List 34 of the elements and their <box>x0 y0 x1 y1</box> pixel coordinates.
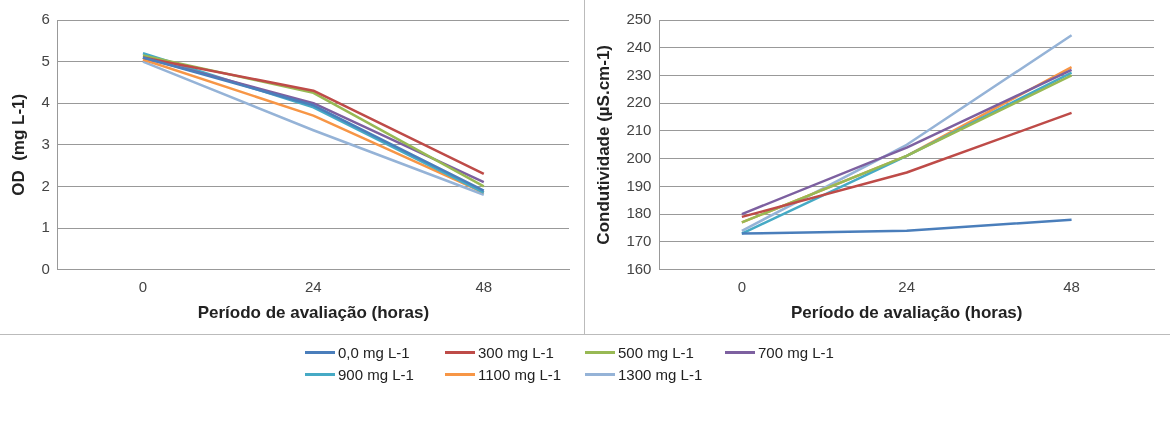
x-axis-title: Período de avaliação (horas) <box>790 303 1023 323</box>
x-tick-label: 24 <box>305 277 322 295</box>
y-tick-label: 250 <box>626 10 652 28</box>
legend-label: 0,0 mg L-1 <box>338 343 410 361</box>
y-tick-label: 6 <box>41 10 50 28</box>
legend-label: 900 mg L-1 <box>338 365 414 383</box>
y-tick-label: 4 <box>41 93 50 111</box>
x-tick-label: 24 <box>898 277 916 295</box>
y-tick-label: 0 <box>41 259 50 277</box>
y-tick-label: 210 <box>626 121 652 139</box>
x-tick-label: 48 <box>475 277 493 295</box>
y-tick-label: 180 <box>626 204 652 222</box>
legend-label: 1100 mg L-1 <box>478 365 562 383</box>
y-tick-label: 170 <box>626 232 652 250</box>
y-tick-label: 2 <box>41 176 50 194</box>
y-tick-label: 1 <box>41 218 50 236</box>
x-tick-label: 0 <box>737 277 747 295</box>
legend-label: 1300 mg L-1 <box>618 365 703 383</box>
y-tick-label: 230 <box>626 65 652 83</box>
x-tick-label: 48 <box>1063 277 1080 295</box>
y-tick-label: 5 <box>41 51 50 69</box>
y-tick-label: 220 <box>626 93 652 111</box>
y-tick-label: 200 <box>626 148 652 166</box>
legend-label: 300 mg L-1 <box>478 343 554 361</box>
x-tick-label: 0 <box>138 277 148 295</box>
x-axis-title: Período de avaliação (horas) <box>197 303 430 323</box>
y-axis-title: Condutividade (µS.cm-1) <box>593 44 613 245</box>
y-tick-label: 190 <box>626 176 652 194</box>
legend-label: 500 mg L-1 <box>618 343 694 361</box>
y-axis-title: OD (mg L-1) <box>8 93 28 196</box>
legend-label: 700 mg L-1 <box>758 343 834 361</box>
y-tick-label: 160 <box>626 259 652 277</box>
y-tick-label: 3 <box>41 134 50 152</box>
y-tick-label: 240 <box>626 37 652 55</box>
